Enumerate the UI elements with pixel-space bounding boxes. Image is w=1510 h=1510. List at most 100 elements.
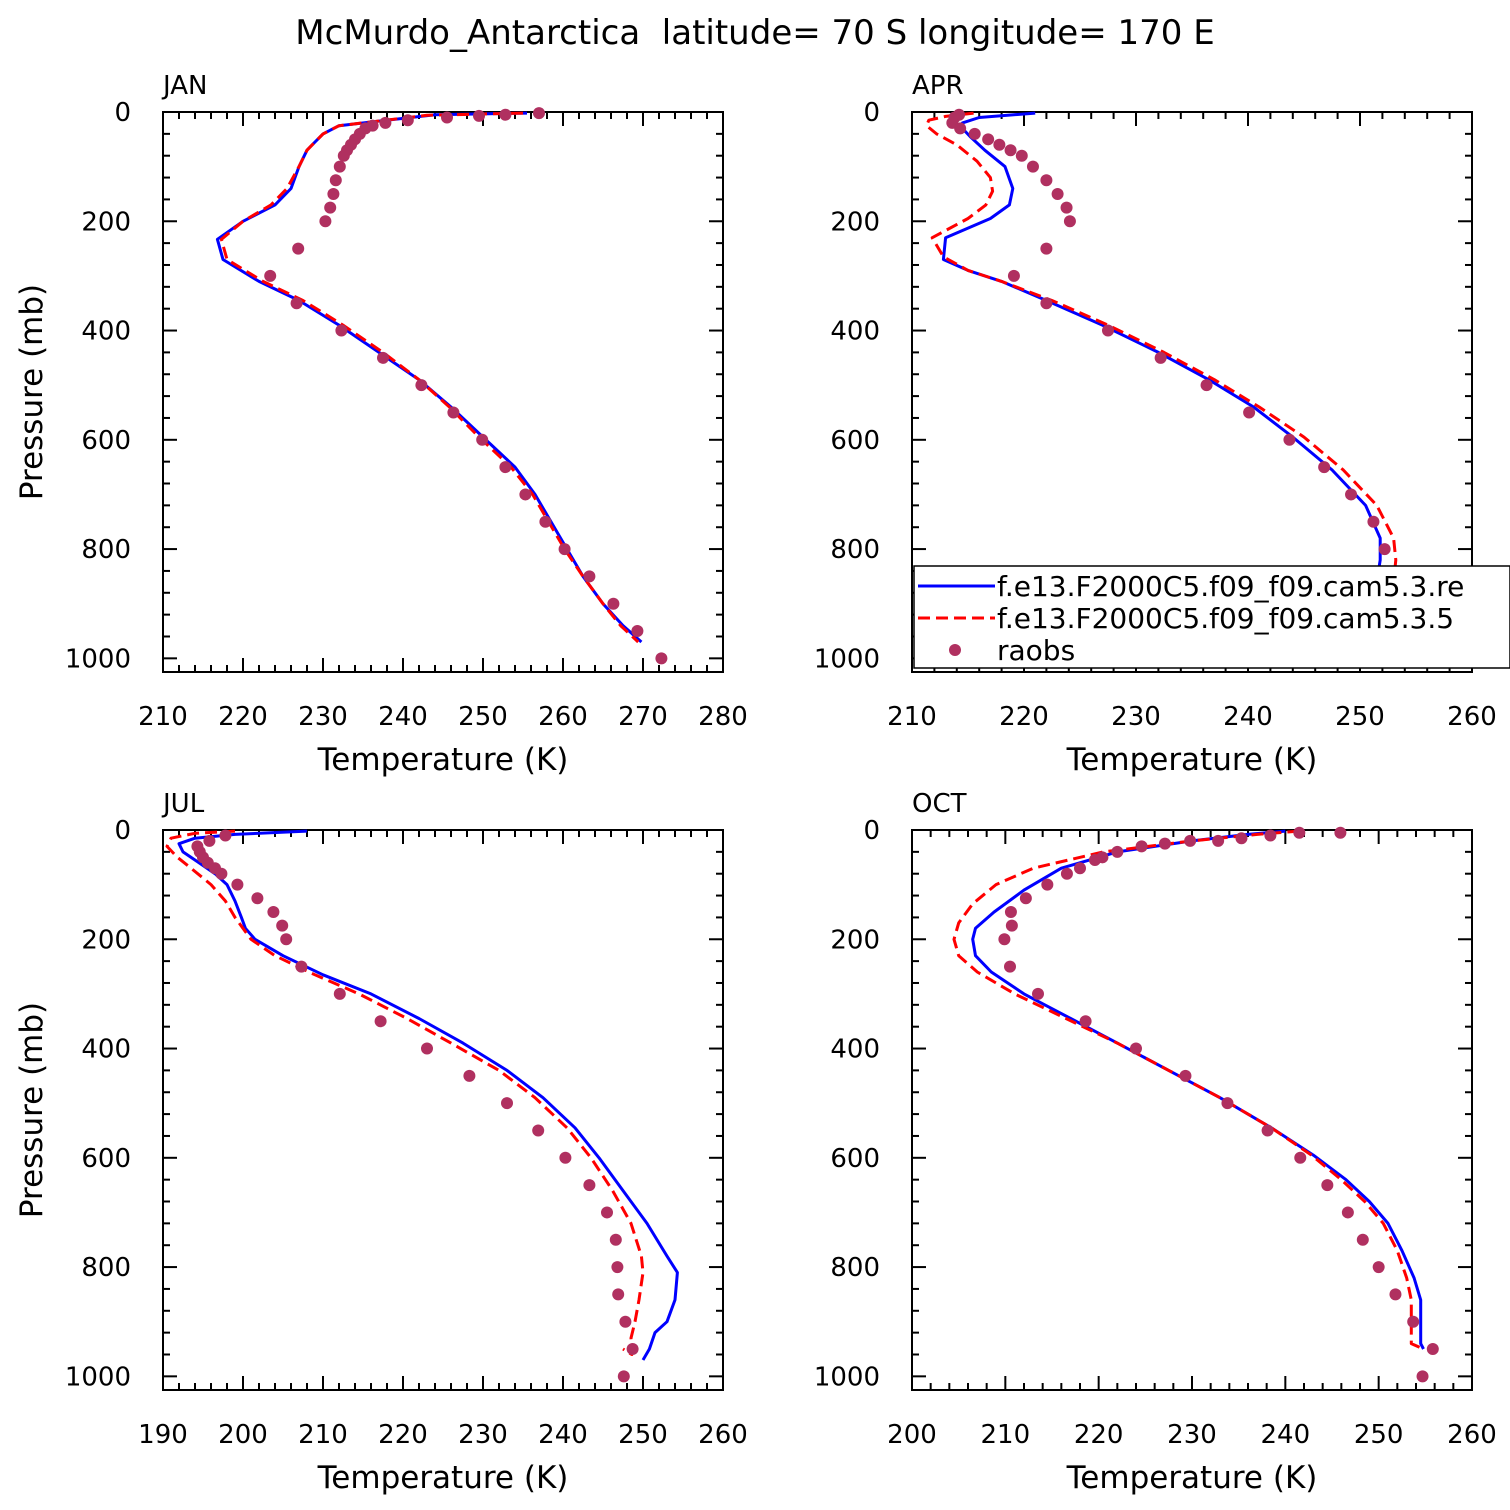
x-tick-label: 210 (981, 1420, 1031, 1450)
y-tick-label: 200 (81, 207, 131, 237)
data-point (327, 187, 340, 200)
data-point (473, 109, 485, 122)
data-point (1345, 488, 1358, 501)
x-tick-label: 260 (1447, 702, 1497, 732)
data-point (533, 107, 545, 120)
series-cam5-line (219, 111, 640, 644)
series-raobs (264, 107, 668, 665)
y-tick-label: 800 (81, 535, 131, 565)
data-point (626, 1343, 639, 1356)
data-point (421, 1042, 433, 1055)
data-point (1243, 406, 1256, 419)
plot-frame (162, 111, 724, 673)
data-point (329, 174, 342, 187)
x-tick-label: 210 (138, 702, 188, 732)
data-point (499, 461, 512, 474)
data-point (1321, 1179, 1334, 1192)
legend-label: f.e13.F2000C5.f09_f09.cam5.3.re (997, 570, 1464, 603)
data-point (1200, 379, 1213, 392)
x-tick-label: 240 (1261, 1420, 1311, 1450)
y-tick-label: 400 (830, 1035, 880, 1065)
data-point (519, 488, 532, 501)
data-point (333, 160, 346, 173)
x-axis-label: Temperature (K) (1066, 1460, 1318, 1496)
data-point (1264, 829, 1277, 842)
x-tick-label: 230 (1167, 1420, 1217, 1450)
data-point (611, 1261, 624, 1274)
data-point (1004, 960, 1016, 973)
x-axis-label: Temperature (K) (317, 1460, 569, 1496)
figure-title: McMurdo_Antarctica latitude= 70 S longit… (295, 13, 1214, 53)
data-point (1005, 919, 1018, 932)
series-cam53-line (177, 829, 679, 1361)
x-tick-label: 240 (538, 1420, 588, 1450)
y-tick-label: 1000 (814, 644, 880, 674)
y-tick-label: 600 (81, 1144, 131, 1174)
x-tick-label: 270 (618, 702, 668, 732)
data-point (1088, 854, 1101, 867)
y-tick-label: 800 (830, 1253, 880, 1283)
data-point (1426, 1343, 1439, 1356)
x-tick-label: 230 (1111, 702, 1161, 732)
series-cam53-line (941, 111, 1404, 638)
panel-jan: JAN 210 220 230 240 250 260 270 280 0 200 400 600 800… (14, 71, 748, 778)
series-raobs (191, 829, 639, 1383)
data-point (1367, 515, 1380, 528)
data-point (280, 933, 293, 946)
data-point (539, 515, 552, 528)
data-point (215, 867, 228, 880)
data-point (1389, 1288, 1402, 1301)
data-point (583, 570, 596, 583)
data-point (1026, 160, 1039, 173)
data-point (1135, 840, 1148, 853)
data-point (1004, 905, 1017, 918)
x-tick-label: 200 (887, 1420, 937, 1450)
x-tick-label: 280 (698, 702, 748, 732)
panel-oct: OCT 200 210 220 230 240 250 260 0 200 400 600 800 100… (814, 789, 1497, 1496)
data-point (415, 379, 428, 392)
y-tick-label: 400 (81, 317, 131, 347)
y-tick-label: 800 (81, 1253, 131, 1283)
data-point (1032, 987, 1044, 1000)
data-point (219, 829, 232, 842)
data-point (324, 201, 337, 214)
data-point (968, 127, 981, 140)
data-point (499, 108, 512, 121)
x-tick-label: 220 (999, 702, 1049, 732)
data-point (612, 1288, 625, 1301)
data-point (1040, 297, 1053, 310)
y-tick-label: 400 (830, 317, 880, 347)
data-point (251, 892, 264, 905)
x-tick-label: 220 (378, 1420, 428, 1450)
data-point (1154, 351, 1167, 364)
x-tick-label: 260 (1447, 1420, 1497, 1450)
data-point (1179, 1069, 1192, 1082)
data-point (377, 351, 389, 364)
series-cam53-line (215, 111, 643, 644)
y-tick-label: 800 (830, 535, 880, 565)
data-point (1318, 461, 1331, 474)
series-cam5-line (925, 111, 1418, 638)
x-tick-label: 210 (298, 1420, 348, 1450)
data-point (335, 324, 348, 337)
data-point (558, 543, 571, 556)
data-point (1221, 1097, 1234, 1110)
data-point (532, 1124, 545, 1137)
data-point (954, 122, 967, 135)
data-point (1212, 834, 1225, 847)
x-tick-label: 250 (618, 1420, 668, 1450)
legend: f.e13.F2000C5.f09_f09.cam5.3.ref.e13.F20… (913, 565, 1510, 669)
data-point (1293, 826, 1306, 839)
data-point (337, 149, 350, 162)
x-tick-label: 240 (378, 702, 428, 732)
x-tick-label: 230 (458, 1420, 508, 1450)
legend-entry: f.e13.F2000C5.f09_f09.cam5.3.re (918, 570, 1464, 603)
panel-label: APR (912, 71, 964, 101)
data-point (463, 1069, 476, 1082)
data-point (993, 138, 1006, 151)
data-point (1051, 187, 1064, 200)
data-point (295, 960, 308, 973)
plot-frame (911, 829, 1473, 1391)
panel-label: JAN (161, 71, 207, 101)
